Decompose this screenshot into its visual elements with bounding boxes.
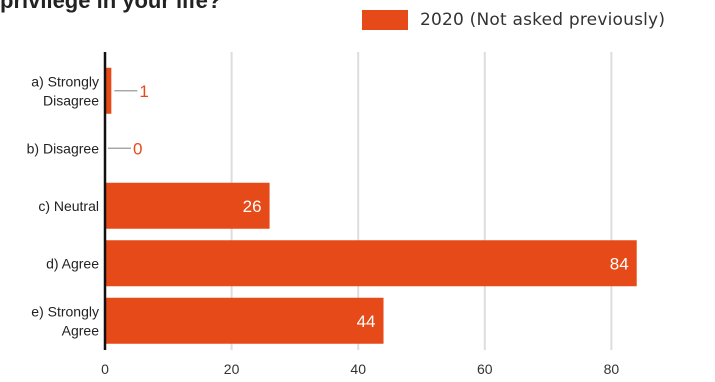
data-label: 26 [243,197,262,216]
bar [105,297,384,344]
category-label: Disagree [43,92,99,108]
x-tick-label: 60 [477,361,493,377]
leader-lines [108,90,138,149]
category-label: c) Neutral [38,198,99,214]
bar [105,182,270,229]
bar [105,240,637,287]
x-tick-label: 0 [101,361,109,377]
category-labels: a) Strongly Disagree b) Disagree c) Neutral… [27,73,100,338]
legend-label: 2020 (Not asked previously) [420,10,666,30]
category-label: Agree [62,322,100,338]
category-label: b) Disagree [27,140,100,156]
x-tick-label: 20 [224,361,240,377]
bar [105,67,112,114]
category-label: a) Strongly [31,73,99,89]
bars [105,67,637,344]
data-label: 0 [133,139,142,158]
legend: 2020 (Not asked previously) [362,7,665,33]
data-label: 84 [610,254,629,273]
data-label: 1 [139,82,148,101]
chart-title: privilege in your life? [0,0,222,13]
category-label: d) Agree [46,255,99,271]
data-label: 44 [357,312,376,331]
category-label: e) Strongly [31,303,99,319]
legend-swatch [362,10,408,30]
x-tick-label: 40 [350,361,366,377]
x-tick-label: 80 [604,361,620,377]
x-tick-labels: 0 20 40 60 80 [101,361,619,377]
data-labels: 1 0 26 84 44 [133,82,629,331]
